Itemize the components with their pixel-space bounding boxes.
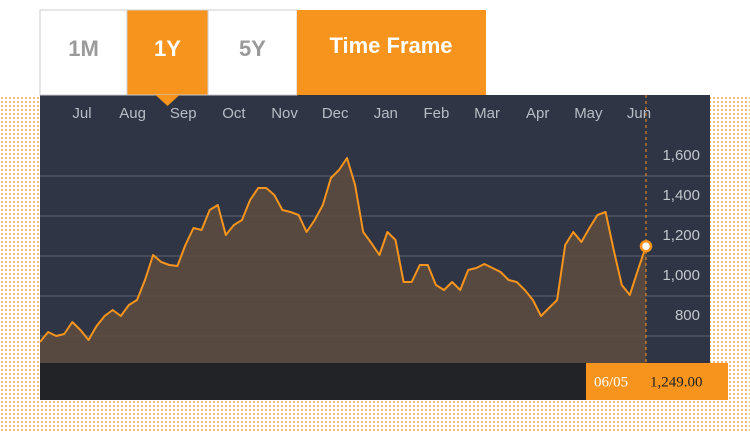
- cursor-date: 06/05: [594, 374, 628, 390]
- tab-title: Time Frame: [329, 33, 452, 58]
- x-tick-label: Jan: [374, 105, 398, 122]
- area: [40, 158, 646, 363]
- y-tick-label: 1,400: [662, 187, 700, 204]
- x-tick-label: Feb: [424, 105, 450, 122]
- tab-label[interactable]: 5Y: [239, 36, 266, 61]
- x-tick-label: Jul: [72, 105, 91, 122]
- y-tick-label: 1,200: [662, 227, 700, 244]
- x-tick-label: Nov: [271, 105, 298, 122]
- x-tick-label: Oct: [222, 105, 246, 122]
- tab[interactable]: [207, 9, 298, 96]
- cursor-value: 1,249.00: [650, 374, 703, 390]
- x-tick-label: Sep: [170, 105, 197, 122]
- x-tick-label: Jun: [627, 105, 651, 122]
- cursor-box: [586, 363, 728, 400]
- tab-pointer: [155, 95, 180, 106]
- tab-title-box: [297, 10, 486, 95]
- tab-label[interactable]: 1M: [68, 36, 99, 61]
- y-tick-label: 1,000: [662, 267, 700, 284]
- line: [39, 157, 647, 343]
- tab-label[interactable]: 1Y: [154, 36, 181, 61]
- y-tick-label: 1,600: [662, 147, 700, 164]
- x-tick-label: Dec: [322, 105, 349, 122]
- y-tick-label: 800: [675, 307, 700, 324]
- x-tick-label: May: [574, 105, 603, 122]
- x-tick-label: Aug: [119, 105, 146, 122]
- x-tick-label: Mar: [474, 105, 500, 122]
- cursor-point: [639, 239, 653, 253]
- x-tick-label: Apr: [526, 105, 549, 122]
